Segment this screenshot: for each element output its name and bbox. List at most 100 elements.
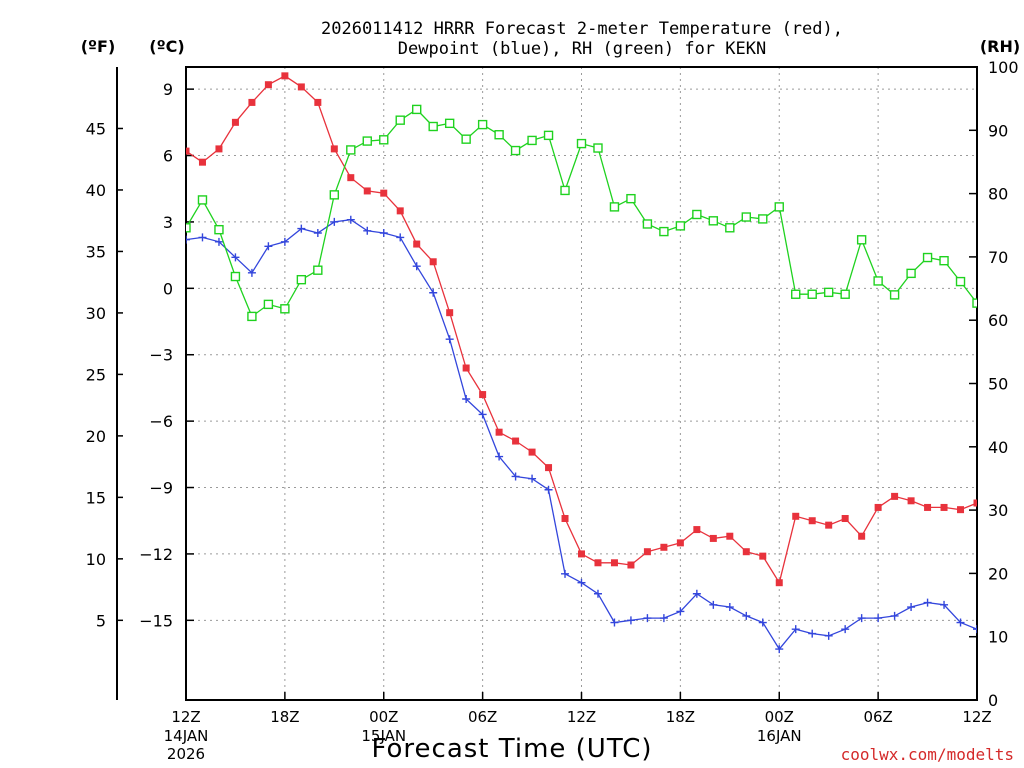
temperature-point [643,548,651,556]
rh-point [873,276,883,286]
rh-tick-label: 30 [988,501,1008,520]
rh-point [494,130,504,140]
celsius-tick-label: −12 [139,545,173,564]
rh-point [428,121,438,132]
dewpoint-point [346,215,355,224]
rh-point [741,212,751,222]
temperature-point [858,532,866,540]
rh-point [758,214,768,224]
celsius-tick-label: 0 [163,279,173,298]
dewpoint-point [313,228,322,237]
dewpoint-point [659,614,668,623]
rh-point [527,135,537,146]
rh-tick-label: 90 [988,121,1008,140]
rh-point [395,115,405,125]
rh-point [840,289,850,299]
dewpoint-point [643,614,652,623]
dewpoint-point [890,611,899,620]
temperature-point [545,464,553,472]
temperature-point [775,579,783,587]
temperature-point [186,147,190,155]
dewpoint-point [445,335,454,344]
fahrenheit-tick-label: 45 [86,119,106,138]
rh-point [560,185,570,196]
rh-point [379,135,389,145]
x-tick-label: 00Z [765,708,794,726]
grid-lines [186,67,977,700]
x-tick-label: 06Z [863,708,892,726]
x-tick-label: 18Z [666,708,695,726]
tick-labels: 9630−3−6−9−12−15454035302520151051009080… [86,58,1019,763]
celsius-tick-label: −3 [149,346,173,365]
temperature-point [462,364,470,372]
celsius-tick-label: 3 [163,213,173,232]
rh-point [576,138,587,149]
rh-point [197,195,208,205]
series-rh [186,104,977,322]
temperature-point [363,187,371,195]
rh-tick-label: 100 [988,58,1019,77]
x-tick-label: 12Z [567,708,596,726]
x-tick-label: 12Z [171,708,200,726]
rh-point [807,289,817,299]
temperature-point [380,189,388,197]
x-tick-label: 00Z [369,708,398,726]
rh-point [889,290,900,300]
dewpoint-point [758,618,767,627]
temperature-point [297,83,305,91]
temperature-point [825,521,833,529]
temperature-point [528,448,536,456]
x-tick-date: 14JAN [164,727,209,745]
celsius-tick-label: −9 [149,479,173,498]
rh-point [247,311,257,322]
temperature-point [742,548,750,556]
temperature-point [479,391,487,399]
temperature-point [676,539,684,547]
rh-point [675,221,686,231]
temperature-point [808,517,816,525]
dewpoint-point [363,226,372,235]
rh-point [263,299,274,310]
source-credit: coolwx.com/modelts [841,745,1014,764]
fahrenheit-unit-label: (ºF) [81,37,116,56]
temperature-point [841,515,849,523]
rh-point [412,104,422,115]
rh-point [346,145,356,155]
temperature-point [709,534,717,542]
rh-point [906,268,916,279]
celsius-tick-label: −15 [139,611,173,630]
chart-title-line1: 2026011412 HRRR Forecast 2-meter Tempera… [321,19,843,39]
temperature-point [610,559,618,567]
temperature-point [907,497,915,505]
rh-tick-label: 50 [988,375,1008,394]
temperature-point [264,81,272,89]
temperature-point [231,118,239,126]
rh-point [543,130,554,141]
temperature-point [627,561,635,569]
temperature-point [330,145,338,153]
temperature-point [281,72,289,80]
dewpoint-point [247,268,256,277]
dewpoint-point [593,589,602,598]
dewpoint-point [561,569,570,578]
rh-point [593,143,603,153]
dewpoint-point [462,394,471,403]
dewpoint-point [610,618,619,627]
dewpoint-point [544,485,553,494]
plot-frame [185,66,978,701]
temperature-point [940,503,948,511]
rh-point [856,235,867,245]
rh-point [230,271,241,282]
rh-tick-label: 60 [988,311,1008,330]
rh-point [214,224,224,235]
temperature-point [891,492,899,500]
dewpoint-point [379,228,388,237]
x-tick-date: 16JAN [757,727,802,745]
rh-point [477,119,488,130]
dewpoint-point [511,472,520,481]
rh-tick-label: 70 [988,248,1008,267]
temperature-point [759,552,767,560]
dewpoint-point [874,614,883,623]
data-series [186,72,977,654]
dewpoint-point [528,474,537,483]
